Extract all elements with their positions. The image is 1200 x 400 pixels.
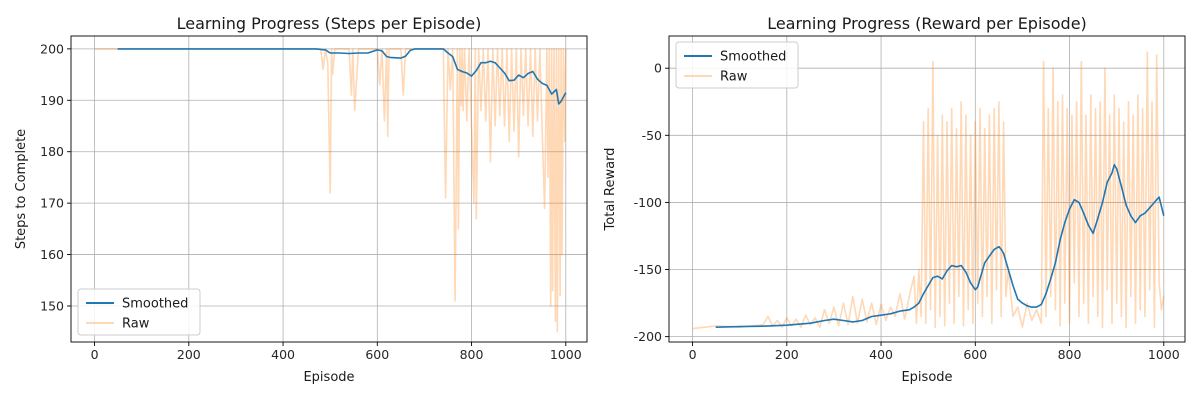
steps-series-raw-line: [94, 48, 567, 333]
steps-y-tick-label-3: 180: [40, 144, 64, 159]
steps-chart-title: Learning Progress (Steps per Episode): [177, 14, 482, 33]
reward-x-tick-label-4: 800: [1058, 347, 1082, 362]
reward-legend-label-smoothed: Smoothed: [720, 50, 786, 65]
reward-series-raw-line: [692, 51, 1165, 330]
reward-x-tick-label-5: 1000: [1148, 347, 1180, 362]
steps-x-tick-label-3: 600: [365, 347, 389, 362]
reward-y-tick-label-2: -100: [634, 195, 662, 210]
steps-x-tick-label-4: 800: [460, 347, 484, 362]
steps-x-tick-label-1: 200: [177, 347, 201, 362]
steps-x-axis-title: Episode: [303, 370, 354, 385]
reward-x-tick-label-0: 0: [689, 347, 697, 362]
reward-x-tick-label-2: 400: [869, 347, 893, 362]
steps-y-tick-label-5: 200: [40, 41, 64, 56]
steps-series-smoothed-line: [117, 48, 567, 105]
reward-chart: 0 200 400 600 800 1000 -200 -150 -100 -50 0 Learnin…: [603, 14, 1186, 385]
steps-legend-label-raw: Raw: [122, 317, 150, 332]
steps-x-tick-label-5: 1000: [550, 347, 582, 362]
steps-legend-box: [77, 288, 201, 336]
reward-series-smoothed-line: [715, 164, 1165, 328]
steps-plot-frame: [70, 35, 588, 343]
reward-x-tick-label-1: 200: [775, 347, 799, 362]
reward-legend-box: [675, 41, 799, 89]
reward-y-tick-label-4: 0: [654, 61, 662, 76]
steps-y-tick-label-4: 190: [40, 93, 64, 108]
reward-plot-frame: [668, 35, 1186, 343]
steps-y-tick-label-0: 150: [40, 299, 64, 314]
steps-legend-label-smoothed: Smoothed: [122, 297, 188, 312]
reward-x-tick-label-3: 600: [963, 347, 987, 362]
steps-x-tick-label-0: 0: [91, 347, 99, 362]
reward-y-tick-label-1: -150: [634, 262, 662, 277]
steps-y-tick-label-2: 170: [40, 196, 64, 211]
steps-x-tick-label-2: 400: [271, 347, 295, 362]
reward-y-axis-title: Total Reward: [603, 148, 618, 232]
steps-y-axis-title: Steps to Complete: [14, 129, 29, 249]
steps-y-tick-label-1: 160: [40, 247, 64, 262]
reward-chart-title: Learning Progress (Reward per Episode): [767, 14, 1087, 33]
reward-y-tick-label-0: -200: [634, 329, 662, 344]
reward-legend-label-raw: Raw: [720, 70, 748, 85]
reward-x-axis-title: Episode: [901, 370, 952, 385]
steps-chart: 0 200 400 600 800 1000 150 160 170 180 190 200 Learn…: [14, 14, 588, 385]
reward-y-tick-label-3: -50: [642, 128, 662, 143]
